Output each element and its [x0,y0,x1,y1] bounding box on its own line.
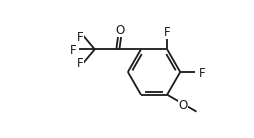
Text: F: F [164,26,170,39]
Text: O: O [179,99,188,112]
Text: F: F [70,44,76,57]
Text: F: F [77,31,84,44]
Text: O: O [116,24,125,37]
Text: F: F [77,57,84,70]
Text: F: F [199,67,205,80]
